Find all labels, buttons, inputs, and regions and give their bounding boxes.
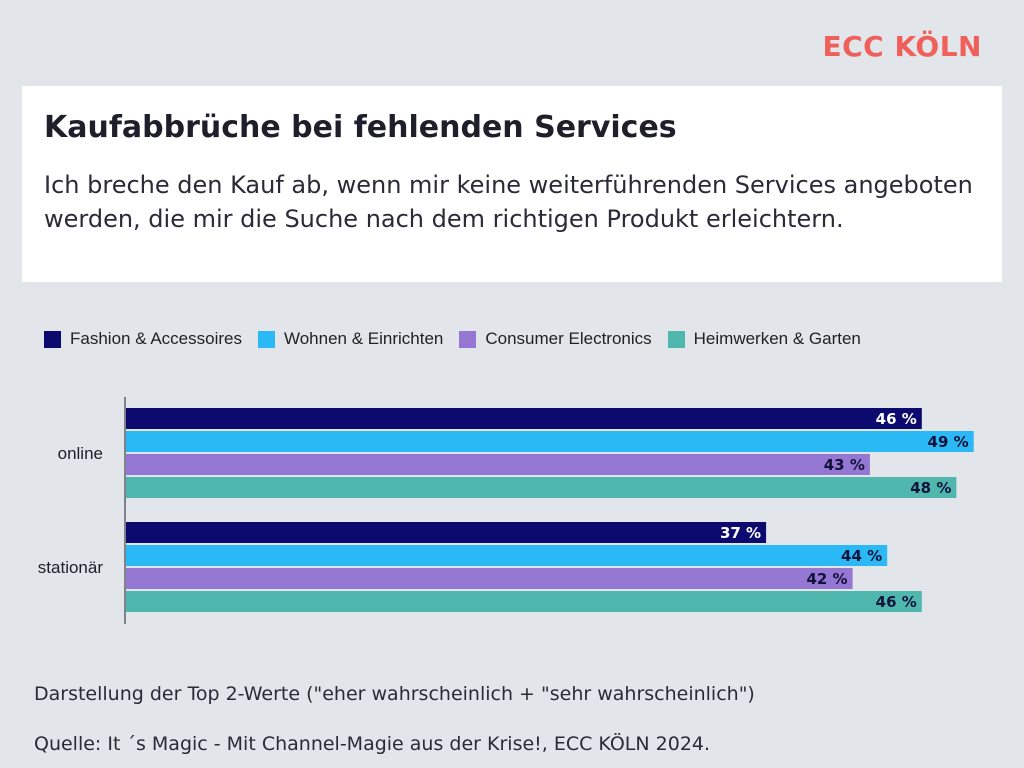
source-note: Quelle: It ´s Magic - Mit Channel-Magie … (34, 733, 711, 755)
legend-swatch-wohnen (257, 330, 275, 348)
data-label-online-fashion-accessoires: 46 % (876, 410, 917, 428)
data-label-online-wohnen-einrichten: 49 % (928, 433, 969, 451)
legend-item-electronics: Consumer Electronics (459, 329, 652, 349)
chart-subtitle: Ich breche den Kauf ab, wenn mir keine w… (44, 171, 973, 233)
data-label-station-r-consumer-electronics: 42 % (806, 570, 847, 588)
category-label-online: online (58, 444, 103, 463)
data-label-station-r-wohnen-einrichten: 44 % (841, 547, 882, 565)
chart-legend: Fashion & Accessoires Wohnen & Einrichte… (44, 328, 877, 350)
ecc-koeln-logo: ECC KÖLN (822, 30, 982, 63)
bar-station-r-consumer-electronics (126, 568, 853, 589)
data-label-station-r-heimwerken-garten: 46 % (876, 593, 917, 611)
legend-label-wohnen: Wohnen & Einrichten (283, 329, 444, 348)
legend-item-fashion: Fashion & Accessoires (44, 329, 242, 349)
bar-online-consumer-electronics (126, 454, 870, 475)
header-card: Kaufabbrüche bei fehlenden Services Ich … (22, 86, 1002, 282)
data-label-station-r-fashion-accessoires: 37 % (720, 524, 761, 542)
legend-label-fashion: Fashion & Accessoires (70, 329, 242, 348)
bar-station-r-wohnen-einrichten (126, 545, 888, 566)
bar-station-r-fashion-accessoires (126, 522, 767, 543)
legend-item-heimwerken: Heimwerken & Garten (667, 329, 861, 349)
bar-online-fashion-accessoires (126, 408, 922, 429)
bar-online-wohnen-einrichten (126, 431, 974, 452)
chart-title: Kaufabbrüche bei fehlenden Services (44, 110, 677, 145)
legend-swatch-fashion (44, 330, 61, 348)
data-label-online-consumer-electronics: 43 % (824, 456, 865, 474)
legend-label-heimwerken: Heimwerken & Garten (693, 329, 861, 348)
category-label-station-r: stationär (38, 558, 104, 577)
bar-chart: online 46 % 49 % 43 % 48 % stationär 37 % 44 % 4… (38, 397, 974, 624)
legend-item-wohnen: Wohnen & Einrichten (257, 329, 444, 349)
legend-label-electronics: Consumer Electronics (485, 329, 652, 348)
legend-swatch-electronics (459, 330, 477, 348)
bar-online-heimwerken-garten (126, 477, 957, 498)
footnote-top2: Darstellung der Top 2-Werte ("eher wahrs… (34, 683, 755, 705)
legend-swatch-heimwerken (667, 330, 685, 348)
data-label-online-heimwerken-garten: 48 % (910, 479, 951, 497)
bar-station-r-heimwerken-garten (126, 591, 922, 612)
